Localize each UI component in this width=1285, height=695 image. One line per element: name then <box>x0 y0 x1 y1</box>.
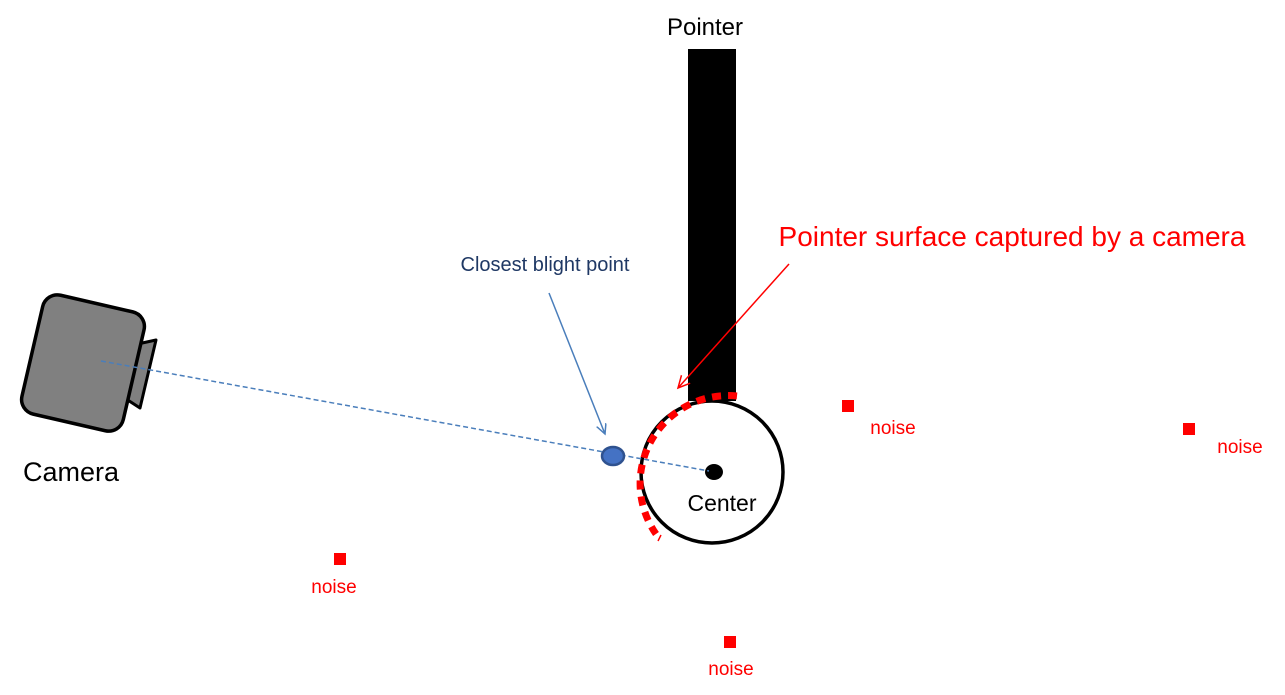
noise-label: noise <box>870 418 915 439</box>
noise-marker <box>842 400 854 412</box>
noise-label: noise <box>311 577 356 598</box>
noise-marker <box>724 636 736 648</box>
closest-point-label: Closest blight point <box>461 254 630 276</box>
pointer-body <box>688 49 736 401</box>
noise-marker <box>1183 423 1195 435</box>
noise-label: noise <box>708 659 753 680</box>
pointer-label: Pointer <box>667 14 743 41</box>
noise-marker <box>334 553 346 565</box>
captured-surface-arc-tick <box>657 534 662 542</box>
camera-label: Camera <box>23 457 120 487</box>
closest-point-arrow <box>548 292 605 434</box>
camera-icon <box>19 293 158 433</box>
surface-arrow <box>678 263 790 388</box>
captured-surface-arc <box>636 392 738 537</box>
noise-label: noise <box>1217 437 1262 458</box>
center-dot <box>705 464 723 480</box>
closest-bright-point <box>600 445 626 467</box>
surface-label: Pointer surface captured by a camera <box>779 221 1246 252</box>
center-label: Center <box>687 490 756 516</box>
